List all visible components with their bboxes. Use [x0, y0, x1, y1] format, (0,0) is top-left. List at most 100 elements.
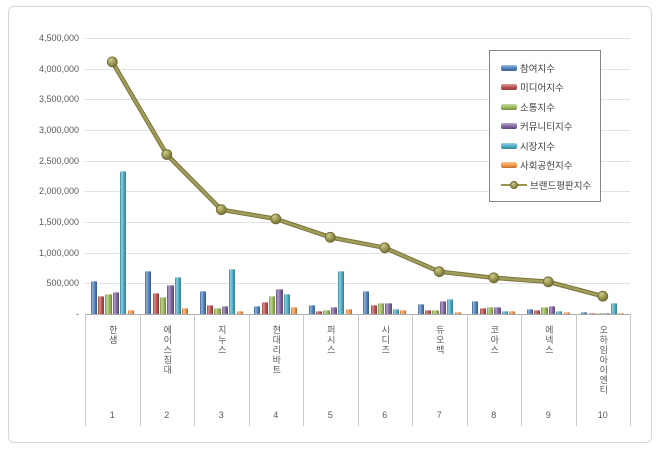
legend-item-시장지수: 시장지수 [501, 139, 600, 153]
bar-미디어지수 [207, 305, 214, 314]
y-axis-tick-label: - [76, 309, 79, 319]
bar-시장지수 [283, 294, 290, 314]
bar-소통지수 [595, 312, 603, 314]
bar-시장지수 [501, 310, 508, 314]
bar-미디어지수 [425, 309, 432, 314]
y-axis-tick-label: 2,500,000 [38, 155, 79, 166]
category-cell: 한샘 1 [85, 318, 140, 426]
category-separator [630, 314, 631, 426]
bar-사회공헌지수 [236, 310, 243, 314]
bar-참여지수 [417, 303, 424, 314]
bar-참여지수 [90, 280, 97, 314]
bar-시장지수 [447, 299, 454, 314]
legend-label: 미디어지수 [520, 83, 564, 94]
bar-커뮤니티지수 [439, 301, 447, 314]
y-axis-tick-label: 3,000,000 [38, 125, 79, 135]
bar-소통지수 [214, 307, 221, 314]
bar-참여지수 [363, 291, 370, 314]
bar-커뮤니티지수 [221, 306, 229, 314]
category-cell: 에이스침대 2 [140, 318, 195, 426]
category-separator [466, 314, 468, 426]
bar-소통지수 [377, 303, 385, 314]
bar-커뮤니티지수 [330, 307, 338, 314]
category-name: 오하임아이엔티 [598, 325, 609, 395]
category-cell: 듀오백 7 [412, 318, 467, 426]
bar-미디어지수 [534, 310, 541, 314]
legend-bar-swatch-icon [501, 64, 517, 71]
category-cell: 시디즈 6 [358, 318, 413, 426]
category-cell: 현대리바트 4 [249, 318, 304, 426]
category-rank: 2 [164, 410, 170, 420]
category-rank: 4 [273, 410, 279, 420]
bar-참여지수 [472, 300, 479, 314]
category-cell: 오하임아이엔티 10 [576, 318, 631, 426]
category-name: 지누스 [216, 325, 227, 355]
category-rank: 5 [327, 410, 333, 420]
bar-커뮤니티지수 [167, 285, 174, 314]
category-name: 듀오백 [434, 325, 445, 355]
bar-소통지수 [268, 295, 276, 314]
bar-미디어지수 [588, 312, 595, 314]
legend-bar-swatch-icon [501, 123, 517, 129]
bar-소통지수 [323, 310, 330, 314]
bar-사회공헌지수 [454, 312, 461, 314]
legend-label: 시장지수 [520, 141, 555, 153]
legend-bar-swatch-icon [501, 142, 517, 149]
category-name: 시디즈 [380, 325, 391, 355]
bar-참여지수 [308, 304, 315, 314]
category-rank: 7 [436, 410, 442, 420]
bar-사회공헌지수 [509, 311, 516, 314]
category-separator [357, 314, 359, 426]
category-name: 에이스침대 [162, 325, 173, 375]
legend-bar-swatch-icon [501, 84, 517, 90]
bar-커뮤니티지수 [112, 291, 120, 314]
bar-참여지수 [526, 308, 533, 314]
bar-참여지수 [254, 305, 261, 314]
legend-item-미디어지수: 미디어지수 [501, 80, 600, 94]
category-cell: 지누스 3 [194, 318, 249, 426]
bar-사회공헌지수 [345, 309, 352, 314]
legend-bar-swatch-icon [501, 162, 517, 168]
legend: 참여지수 미디어지수 소통지수 커뮤니티지수 시장지수 사회공헌지수 브랜드평판지수 [489, 50, 601, 202]
category-name: 에넥스 [543, 325, 554, 355]
bar-커뮤니티지수 [276, 288, 283, 314]
y-axis-tick-label: 3,500,000 [38, 94, 79, 105]
bar-미디어지수 [479, 308, 486, 314]
category-cell: 퍼시스 5 [303, 318, 358, 426]
category-rank: 10 [597, 410, 608, 420]
bar-미디어지수 [98, 295, 105, 314]
bar-시장지수 [392, 308, 399, 314]
bar-소통지수 [105, 293, 112, 314]
bar-미디어지수 [152, 293, 159, 314]
category-separator [575, 314, 577, 426]
category-separator [194, 314, 195, 426]
bar-사회공헌지수 [563, 311, 570, 314]
bar-미디어지수 [370, 305, 377, 314]
category-rank: 9 [545, 410, 551, 420]
category-separator [303, 314, 304, 426]
legend-label: 커뮤니티지수 [520, 122, 573, 133]
legend-line-marker-icon [501, 180, 527, 189]
bar-사회공헌지수 [618, 312, 625, 314]
category-name: 한샘 [107, 325, 118, 345]
bar-커뮤니티지수 [494, 307, 501, 314]
legend-label: 소통지수 [520, 102, 555, 114]
bar-커뮤니티지수 [385, 303, 392, 314]
bar-사회공헌지수 [182, 307, 189, 314]
category-separator [85, 314, 86, 426]
bar-소통지수 [541, 306, 548, 314]
category-cell: 코아스 8 [467, 318, 522, 426]
legend-item-참여지수: 참여지수 [501, 61, 600, 75]
bar-시장지수 [556, 310, 563, 314]
bar-사회공헌지수 [127, 310, 134, 314]
gridline [85, 38, 630, 39]
bar-소통지수 [486, 307, 494, 314]
bar-참여지수 [199, 291, 206, 314]
bar-소통지수 [159, 297, 167, 314]
bar-미디어지수 [261, 301, 268, 314]
legend-bar-swatch-icon [501, 103, 517, 110]
y-axis-tick-label: 4,500,000 [38, 33, 79, 43]
